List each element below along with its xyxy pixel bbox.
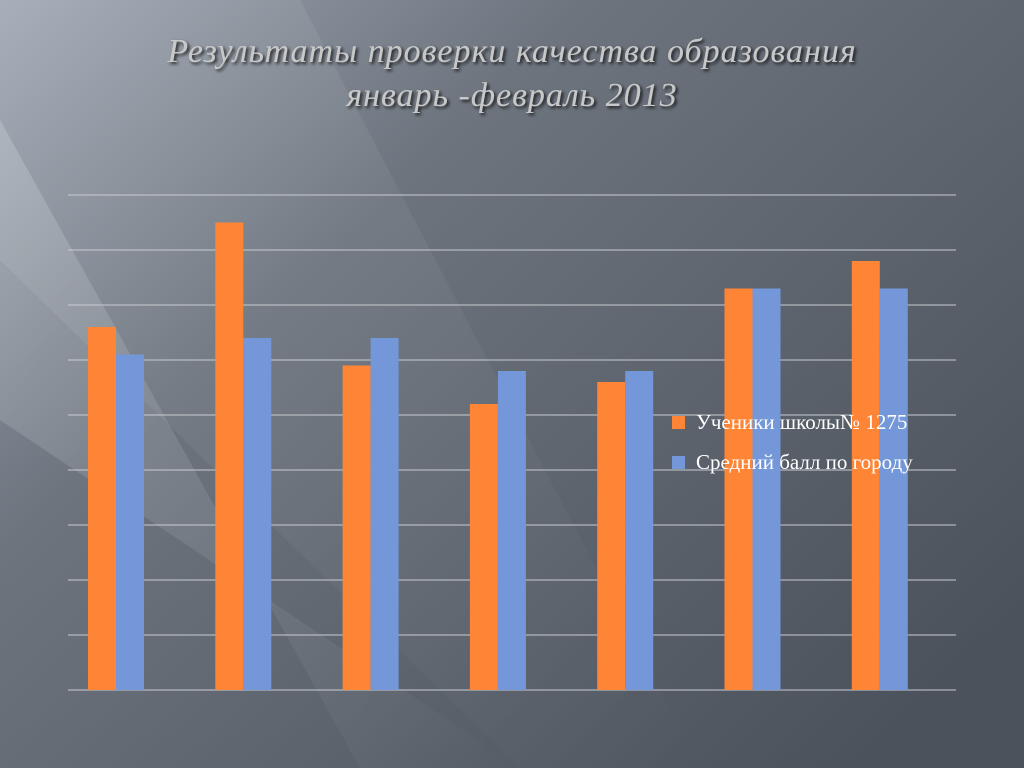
bar — [724, 288, 753, 690]
legend-swatch — [672, 416, 685, 429]
bar — [88, 327, 116, 690]
bar — [215, 222, 244, 690]
chart-title: Результаты проверки качества образования — [166, 33, 856, 70]
legend-swatch — [672, 456, 685, 469]
bar — [597, 382, 626, 690]
legend-label: Ученики школы№ 1275 — [696, 410, 907, 434]
bar — [752, 288, 781, 690]
bar — [116, 354, 144, 690]
legend-label: Средний балл по городу — [696, 450, 913, 474]
bar — [625, 371, 654, 690]
chart-title: январь -февраль 2013 — [345, 77, 677, 114]
bar — [370, 338, 399, 690]
bar — [497, 371, 526, 690]
bar — [879, 288, 908, 690]
bar — [342, 365, 371, 690]
bar — [851, 261, 880, 690]
bar — [469, 404, 498, 690]
bar — [243, 338, 272, 690]
plot: Ученики школы№ 1275 Средний балл по город… — [68, 194, 956, 691]
